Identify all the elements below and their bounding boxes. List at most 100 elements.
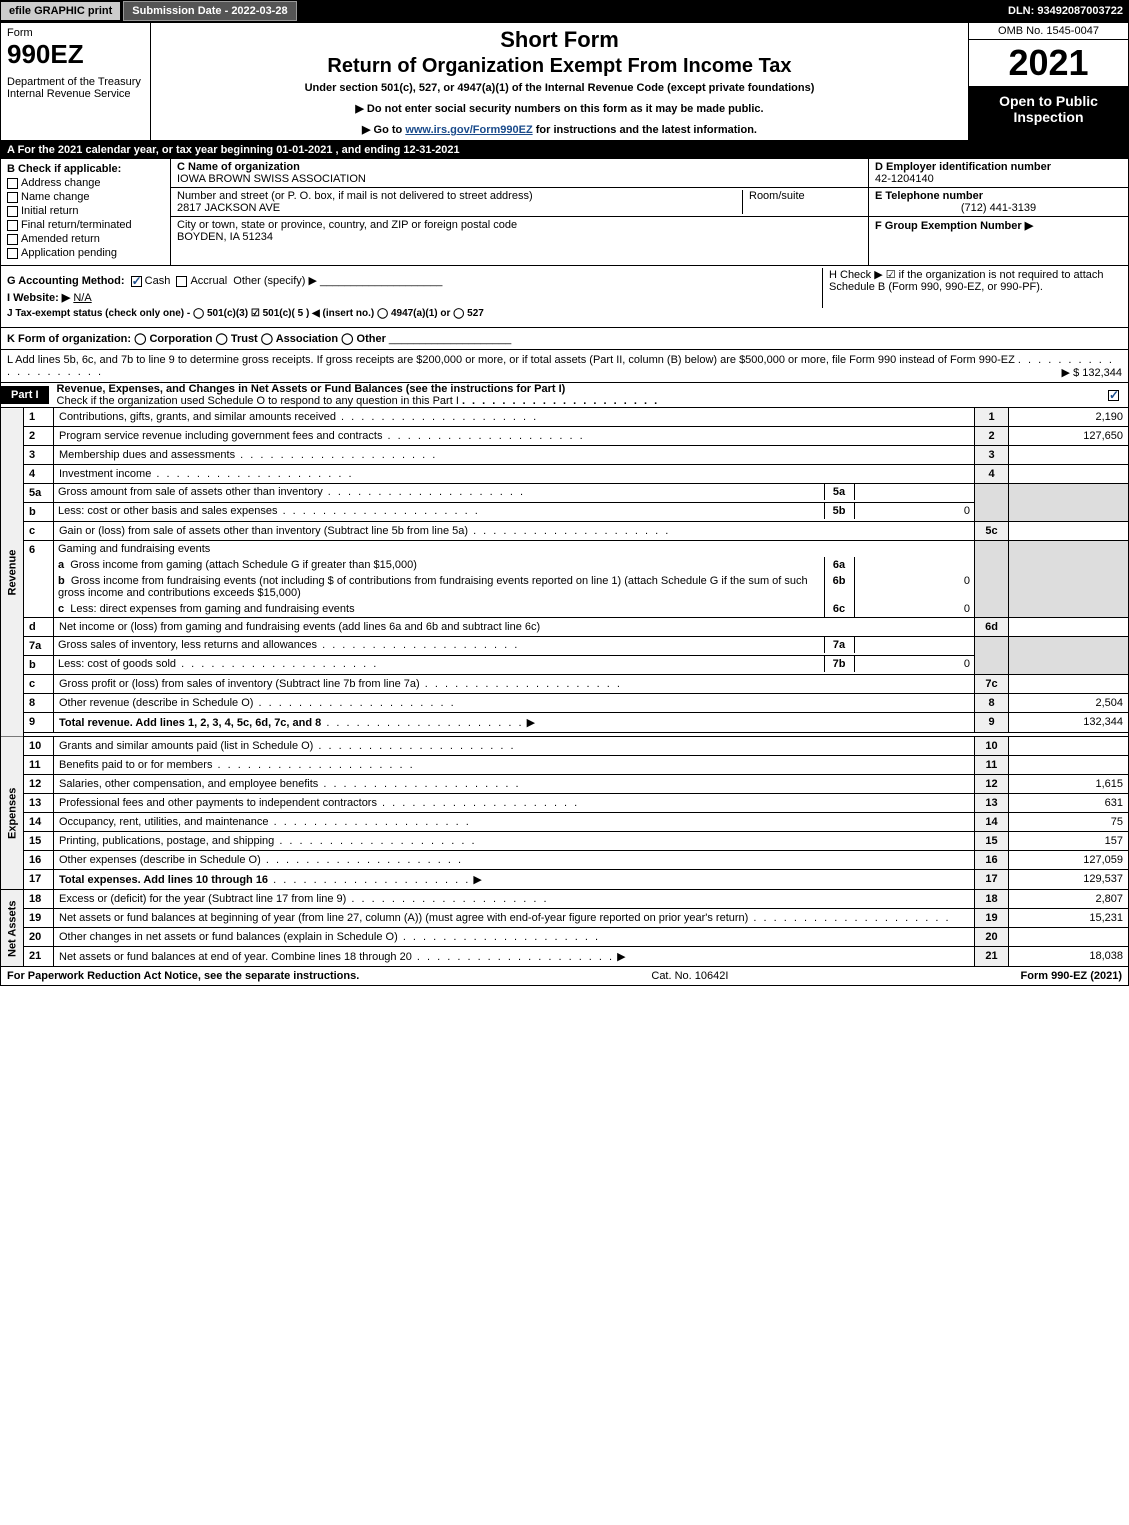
line-11-text: Benefits paid to or for members [54,756,975,775]
j-label: J Tax-exempt status (check only one) - ◯… [7,308,484,319]
line-1-text: Contributions, gifts, grants, and simila… [54,408,975,427]
dots-icon [317,639,519,651]
dots-icon [336,411,538,423]
line-3-ln: 3 [975,446,1009,465]
goto-suffix: for instructions and the latest informat… [533,124,757,136]
line-8-text: Other revenue (describe in Schedule O) [54,694,975,713]
line-7a-subamt [854,637,974,653]
line-1-amt: 2,190 [1009,408,1129,427]
line-7c-num: c [24,675,54,694]
dots-icon [468,525,670,537]
line-15-amt: 157 [1009,832,1129,851]
line-13-ln: 13 [975,794,1009,813]
line-6-num: 6 [24,541,54,618]
tax-year: 2021 [969,40,1128,87]
line-5b-subln: 5b [824,503,854,519]
line-9-text: Total revenue. Add lines 1, 2, 3, 4, 5c,… [54,713,975,733]
part-i-checkbox[interactable] [1108,389,1128,401]
i-label: I Website: ▶ [7,292,70,304]
line-20-num: 20 [24,928,54,947]
line-6d-num: d [24,618,54,637]
irs-link[interactable]: www.irs.gov/Form990EZ [405,124,532,136]
g-accrual: Accrual [190,275,227,287]
form-goto: ▶ Go to www.irs.gov/Form990EZ for instru… [157,123,962,136]
d-ein: 42-1204140 [875,173,1122,185]
part-i-header: Part I Revenue, Expenses, and Changes in… [0,383,1129,408]
checkbox-icon [7,192,18,203]
dots-icon [377,797,579,809]
checkbox-icon [7,234,18,245]
line-5b-cell: Less: cost or other basis and sales expe… [54,503,975,522]
dots-icon [420,678,622,690]
line-5a-text: Gross amount from sale of assets other t… [54,484,824,500]
header-mid: Short Form Return of Organization Exempt… [151,23,968,140]
dots-icon [382,430,584,442]
line-8-amt: 2,504 [1009,694,1129,713]
line-6b-text: Gross income from fundraising events (no… [58,575,808,599]
checkbox-checked-icon [131,276,142,287]
open-to-public: Open to Public Inspection [969,87,1128,140]
submission-date-button[interactable]: Submission Date - 2022-03-28 [123,1,296,21]
line-12-num: 12 [24,775,54,794]
line-15-ln: 15 [975,832,1009,851]
line-7b-subamt: 0 [854,656,974,672]
b-opt-application-pending[interactable]: Application pending [7,247,164,259]
efile-print-button[interactable]: efile GRAPHIC print [0,1,121,21]
section-bcdef: B Check if applicable: Address change Na… [0,159,1129,266]
line-6b-subamt: 0 [854,573,974,601]
line-21-text: Net assets or fund balances at end of ye… [54,947,975,967]
checkbox-icon [176,276,187,287]
line-6-amt-shade [1009,541,1129,618]
line-6a-num: a [58,559,64,571]
form-number: 990EZ [7,39,144,70]
b-opt-amended-return[interactable]: Amended return [7,233,164,245]
line-8-num: 8 [24,694,54,713]
dots-icon [323,486,525,498]
line-20-text: Other changes in net assets or fund bala… [54,928,975,947]
c-name-label: C Name of organization [177,161,862,173]
part-i-tag: Part I [1,386,49,404]
line-6-text: Gaming and fundraising events [54,541,974,557]
k-form-of-organization: K Form of organization: ◯ Corporation ◯ … [0,328,1129,350]
line-18-num: 18 [24,890,54,909]
d-label: D Employer identification number [875,161,1122,173]
line-7a-cell: Gross sales of inventory, less returns a… [54,637,975,656]
b-opt-5-text: Application pending [21,247,117,259]
b-opt-name-change[interactable]: Name change [7,191,164,203]
line-14-amt: 75 [1009,813,1129,832]
checkbox-icon [7,220,18,231]
line-11-amt [1009,756,1129,775]
line-5c-amt [1009,522,1129,541]
line-4-ln: 4 [975,465,1009,484]
dots-icon [321,717,523,729]
line-7a-text: Gross sales of inventory, less returns a… [54,637,824,653]
line-5ab-amt-shade [1009,484,1129,522]
header-right: OMB No. 1545-0047 2021 Open to Public In… [968,23,1128,140]
c-name-row: C Name of organization IOWA BROWN SWISS … [171,159,868,188]
c-city: BOYDEN, IA 51234 [177,231,862,243]
line-16-ln: 16 [975,851,1009,870]
part-i-title-text: Revenue, Expenses, and Changes in Net As… [57,383,566,395]
line-7ab-ln-shade [975,637,1009,675]
line-6c-subln: 6c [824,601,854,617]
line-5a-subln: 5a [824,484,854,500]
row-a-calendar-year: A For the 2021 calendar year, or tax yea… [0,141,1129,159]
line-3-text: Membership dues and assessments [54,446,975,465]
line-6c-text: Less: direct expenses from gaming and fu… [70,603,354,615]
b-opt-final-return[interactable]: Final return/terminated [7,219,164,231]
dots-icon [261,854,463,866]
line-20-ln: 20 [975,928,1009,947]
footer-left: For Paperwork Reduction Act Notice, see … [7,970,359,982]
b-opt-address-change[interactable]: Address change [7,177,164,189]
g-other: Other (specify) ▶ [233,275,317,287]
section-ghij: H Check ▶ ☑ if the organization is not r… [0,266,1129,328]
form-word: Form [7,27,144,39]
line-16-amt: 127,059 [1009,851,1129,870]
arrow-icon [524,717,536,729]
line-11-num: 11 [24,756,54,775]
line-15-text: Printing, publications, postage, and shi… [54,832,975,851]
line-21-num: 21 [24,947,54,967]
b-opt-initial-return[interactable]: Initial return [7,205,164,217]
c-street: 2817 JACKSON AVE [177,202,742,214]
line-5b-num: b [24,503,54,522]
